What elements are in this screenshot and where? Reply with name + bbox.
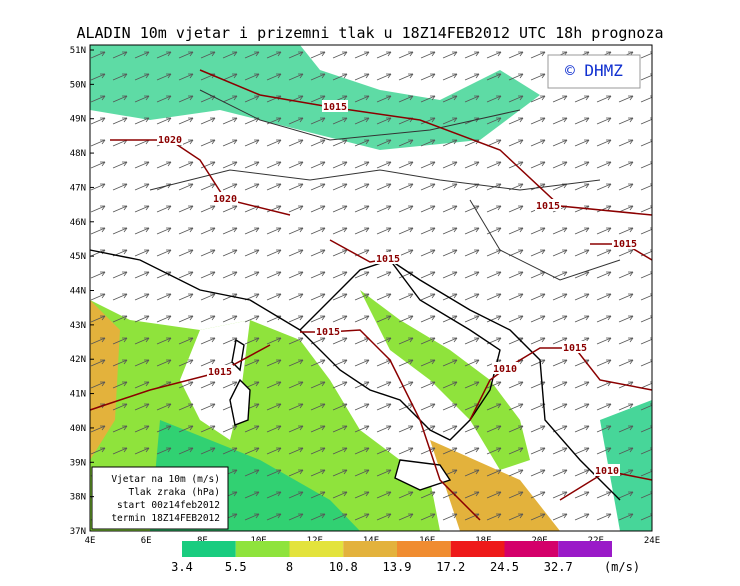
isobar-label: 1015 bbox=[563, 343, 587, 354]
lat-label: 48N bbox=[70, 149, 86, 159]
isobar-label-bg bbox=[375, 252, 401, 264]
isobar-label: 1010 bbox=[493, 364, 517, 375]
colorbar-label: 13.9 bbox=[383, 560, 412, 574]
isobar-label: 1015 bbox=[316, 327, 340, 338]
isobar-label-bg bbox=[157, 133, 183, 145]
colorbar-label: 32.7 bbox=[544, 560, 573, 574]
lat-label: 41N bbox=[70, 390, 86, 400]
lat-label: 39N bbox=[70, 458, 86, 468]
isobar-label-bg bbox=[492, 362, 518, 374]
lat-label: 42N bbox=[70, 355, 86, 365]
isobar-label: 1015 bbox=[208, 367, 232, 378]
colorbar-box bbox=[397, 541, 451, 557]
colorbar-label: 10.8 bbox=[329, 560, 358, 574]
colorbar-label: 8 bbox=[286, 560, 293, 574]
colorbar-unit: (m/s) bbox=[604, 560, 640, 574]
lat-label: 37N bbox=[70, 527, 86, 537]
lat-label: 49N bbox=[70, 115, 86, 125]
lon-label: 4E bbox=[85, 536, 96, 546]
lat-label: 43N bbox=[70, 321, 86, 331]
logo: © DHMZ bbox=[565, 61, 623, 80]
title: ALADIN 10m vjetar i prizemni tlak u 18Z1… bbox=[77, 24, 664, 42]
legend-line: start 00z14feb2012 bbox=[117, 500, 220, 511]
isobar-label: 1020 bbox=[158, 135, 182, 146]
colorbar-label: 24.5 bbox=[490, 560, 519, 574]
colorbar-box bbox=[343, 541, 397, 557]
map bbox=[89, 45, 653, 531]
colorbar-box bbox=[504, 541, 559, 557]
isobar-label-bg bbox=[322, 100, 348, 112]
lat-label: 45N bbox=[70, 252, 86, 262]
lat-label: 38N bbox=[70, 493, 86, 503]
colorbar-box bbox=[235, 541, 290, 557]
lat-label: 46N bbox=[70, 218, 86, 228]
isobar-label-bg bbox=[594, 464, 620, 476]
isobar-label: 1015 bbox=[536, 201, 560, 212]
lat-label: 51N bbox=[70, 46, 86, 56]
lat-label: 47N bbox=[70, 183, 86, 193]
isobar-label-bg bbox=[612, 237, 638, 249]
lon-label: 24E bbox=[644, 536, 660, 546]
colorbar-label: 17.2 bbox=[436, 560, 465, 574]
isobar-label-bg bbox=[212, 192, 238, 204]
colorbar-label: 3.4 bbox=[171, 560, 193, 574]
logo-box bbox=[547, 54, 641, 89]
isobar-label-bg bbox=[207, 365, 233, 377]
legend-line: Vjetar na 10m (m/s) bbox=[111, 474, 220, 485]
colorbar-box bbox=[182, 541, 236, 557]
colorbar-box bbox=[450, 541, 505, 557]
legend-box bbox=[91, 466, 229, 530]
lat-label: 40N bbox=[70, 424, 86, 434]
isobar-label: 1020 bbox=[213, 194, 237, 205]
isobar-label: 1015 bbox=[613, 239, 637, 250]
isobar-label: 1015 bbox=[376, 254, 400, 265]
lat-label: 44N bbox=[70, 287, 86, 297]
isobar-label-bg bbox=[562, 341, 588, 353]
legend-line: termin 18Z14FEB2012 bbox=[111, 513, 220, 524]
colorbar-label: 5.5 bbox=[225, 560, 247, 574]
lat-label: 50N bbox=[70, 80, 86, 90]
isobar-label-bg bbox=[535, 199, 561, 211]
isobar-label: 1010 bbox=[595, 466, 619, 477]
map-frame bbox=[89, 44, 653, 532]
legend-line: Tlak zraka (hPa) bbox=[128, 487, 220, 498]
isobar-label: 1015 bbox=[323, 102, 347, 113]
colorbar-box bbox=[558, 541, 612, 557]
isobar-label-bg bbox=[315, 325, 341, 337]
colorbar-box bbox=[289, 541, 344, 557]
lon-label: 6E bbox=[141, 536, 152, 546]
